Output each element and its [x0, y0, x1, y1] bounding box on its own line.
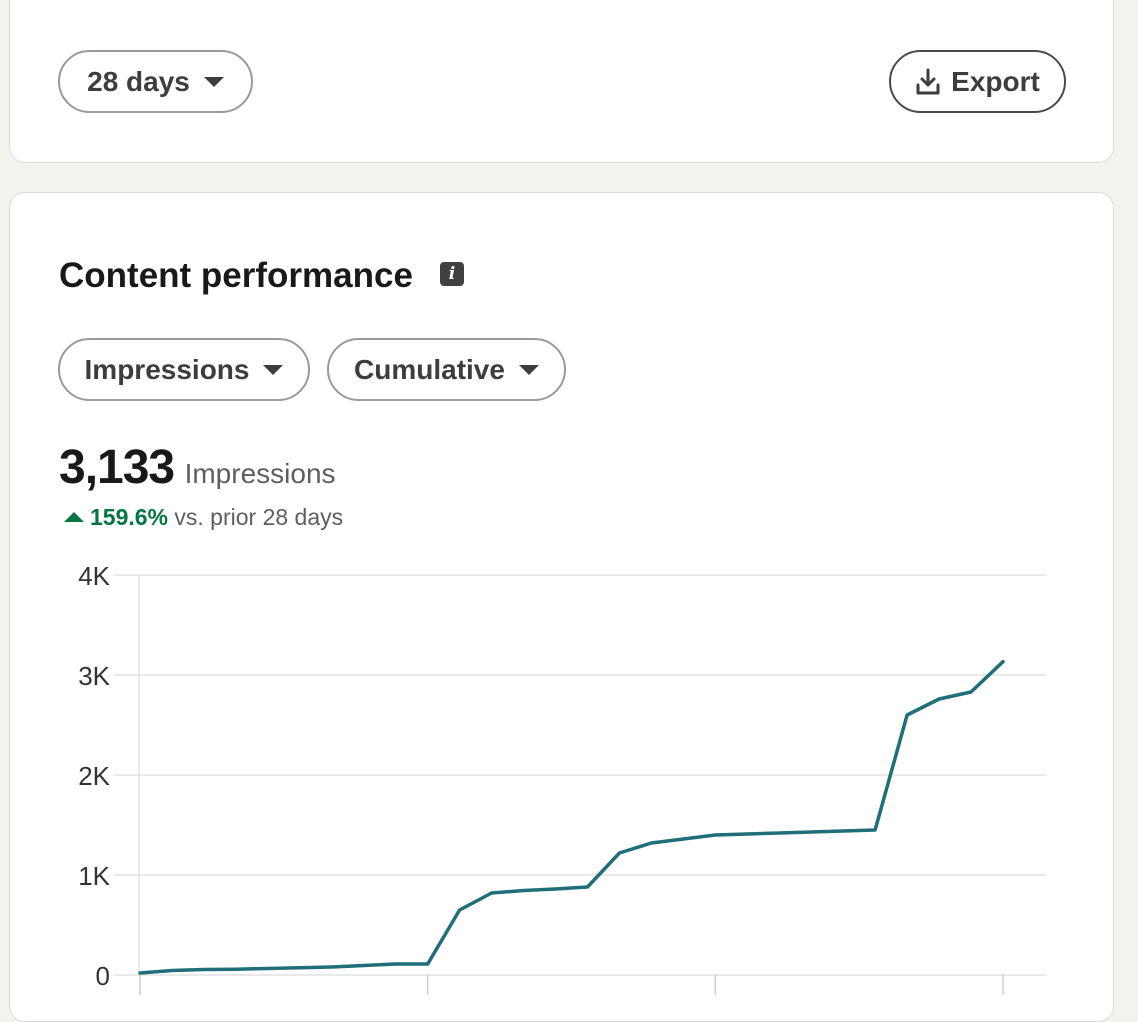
- date-range-label: 28 days: [87, 65, 190, 97]
- change-value: 159.6%: [90, 504, 169, 530]
- export-label: Export: [951, 65, 1040, 97]
- arrow-up-icon: [64, 512, 84, 522]
- mode-dropdown[interactable]: Cumulative: [327, 338, 566, 401]
- y-tick-label: 4K: [78, 561, 110, 591]
- impressions-series-line: [138, 659, 1005, 975]
- download-icon: [916, 68, 940, 94]
- caret-down-icon: [263, 364, 284, 375]
- caret-down-icon: [518, 364, 539, 375]
- y-tick-label: 2K: [78, 761, 110, 791]
- mode-label: Cumulative: [354, 353, 505, 385]
- total-label: Impressions: [184, 458, 336, 489]
- info-icon[interactable]: i: [440, 262, 464, 286]
- y-tick-label: 1K: [78, 861, 110, 891]
- caret-down-icon: [203, 76, 224, 87]
- change-suffix: vs. prior 28 days: [174, 504, 344, 530]
- metric-label: Impressions: [84, 353, 250, 385]
- y-tick-label: 0: [96, 961, 110, 991]
- export-button[interactable]: Export: [889, 50, 1066, 113]
- change-indicator: 159.6% vs. prior 28 days: [64, 504, 343, 531]
- content-performance-card: [9, 192, 1114, 1022]
- total-value: 3,133: [59, 441, 175, 494]
- section-title: Content performance: [59, 256, 413, 295]
- impressions-line-chart: 0 1K 2K 3K 4K: [78, 561, 1046, 995]
- date-range-dropdown[interactable]: 28 days: [58, 50, 253, 113]
- metric-dropdown[interactable]: Impressions: [58, 338, 310, 401]
- summary-total: 3,133 Impressions: [59, 440, 336, 495]
- y-tick-label: 3K: [78, 661, 110, 691]
